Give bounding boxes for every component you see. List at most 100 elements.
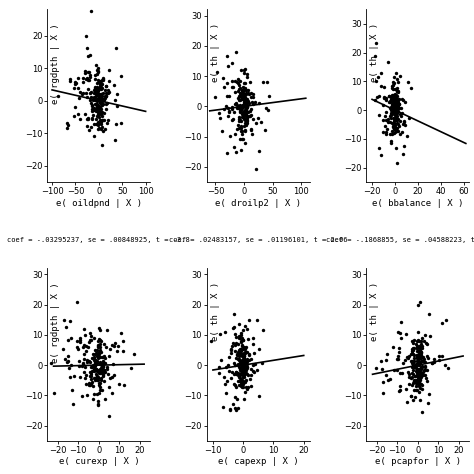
Point <box>91 132 98 140</box>
Point <box>221 381 228 388</box>
Point <box>240 69 247 76</box>
Point <box>378 365 385 373</box>
Point <box>239 370 247 378</box>
Point <box>231 404 239 411</box>
Point <box>100 377 108 384</box>
Point <box>239 364 247 372</box>
Point <box>115 381 123 388</box>
Point <box>371 53 379 60</box>
Point <box>412 362 419 370</box>
Point <box>83 356 91 364</box>
Point <box>389 108 397 116</box>
Point <box>238 113 246 120</box>
Point <box>239 337 247 344</box>
Point <box>96 370 104 377</box>
Point <box>127 364 135 372</box>
Point <box>239 83 246 91</box>
Point <box>220 106 228 113</box>
Point <box>243 73 251 81</box>
Point <box>392 100 400 108</box>
Point <box>99 358 107 365</box>
Point <box>87 381 94 389</box>
Point <box>430 355 438 363</box>
Point <box>390 122 397 129</box>
Point <box>409 339 417 347</box>
Point <box>390 100 398 108</box>
Point <box>393 355 401 363</box>
Point <box>236 374 244 382</box>
Point <box>99 359 107 366</box>
Point <box>97 337 104 345</box>
Point <box>392 107 399 114</box>
Point <box>416 346 424 354</box>
Point <box>244 103 251 111</box>
Point <box>414 368 421 376</box>
Point <box>393 98 401 105</box>
Point <box>89 395 96 403</box>
Point <box>403 133 410 140</box>
Point <box>93 358 101 365</box>
Point <box>373 93 380 101</box>
Point <box>389 109 396 117</box>
Point <box>242 358 249 366</box>
Point <box>415 378 423 386</box>
Point <box>229 401 237 408</box>
Point <box>242 366 249 374</box>
X-axis label: e( oildpnd | X ): e( oildpnd | X ) <box>56 199 142 208</box>
Point <box>82 347 90 355</box>
Point <box>245 97 252 105</box>
Point <box>410 379 417 386</box>
Point <box>240 110 248 118</box>
Point <box>415 343 423 350</box>
Point <box>387 103 394 110</box>
Point <box>100 89 107 97</box>
Point <box>238 342 246 349</box>
Point <box>242 115 249 123</box>
Point <box>238 352 246 359</box>
Point <box>239 380 246 388</box>
Point <box>375 92 383 100</box>
Point <box>419 372 427 379</box>
Point <box>242 100 250 108</box>
Point <box>96 386 103 393</box>
Point <box>104 86 112 94</box>
Point <box>237 369 245 376</box>
X-axis label: e( droilp2 | X ): e( droilp2 | X ) <box>215 199 301 208</box>
Point <box>240 368 247 375</box>
Point <box>239 109 247 117</box>
Point <box>239 365 246 373</box>
Point <box>423 352 431 360</box>
Point <box>222 102 229 110</box>
Point <box>238 360 246 367</box>
Point <box>96 326 104 333</box>
Point <box>98 112 106 120</box>
Point <box>408 349 416 357</box>
Point <box>100 359 108 367</box>
Point <box>240 395 247 403</box>
Point <box>96 99 104 106</box>
Point <box>254 114 262 121</box>
Point <box>77 115 84 123</box>
Point <box>86 368 94 376</box>
Point <box>228 116 235 123</box>
Point <box>388 106 396 114</box>
Point <box>117 119 125 127</box>
Point <box>396 329 404 337</box>
Point <box>89 350 97 357</box>
Point <box>239 103 247 110</box>
Point <box>237 367 245 374</box>
Point <box>78 91 86 98</box>
Point <box>387 111 394 119</box>
Point <box>99 360 106 368</box>
Point <box>93 90 101 97</box>
Point <box>234 95 242 102</box>
Point <box>390 107 397 114</box>
Point <box>418 381 425 388</box>
Point <box>101 92 109 100</box>
Point <box>94 354 102 362</box>
Point <box>97 98 105 106</box>
Point <box>77 334 84 342</box>
Point <box>381 94 388 101</box>
Point <box>93 66 101 74</box>
Point <box>243 99 250 106</box>
